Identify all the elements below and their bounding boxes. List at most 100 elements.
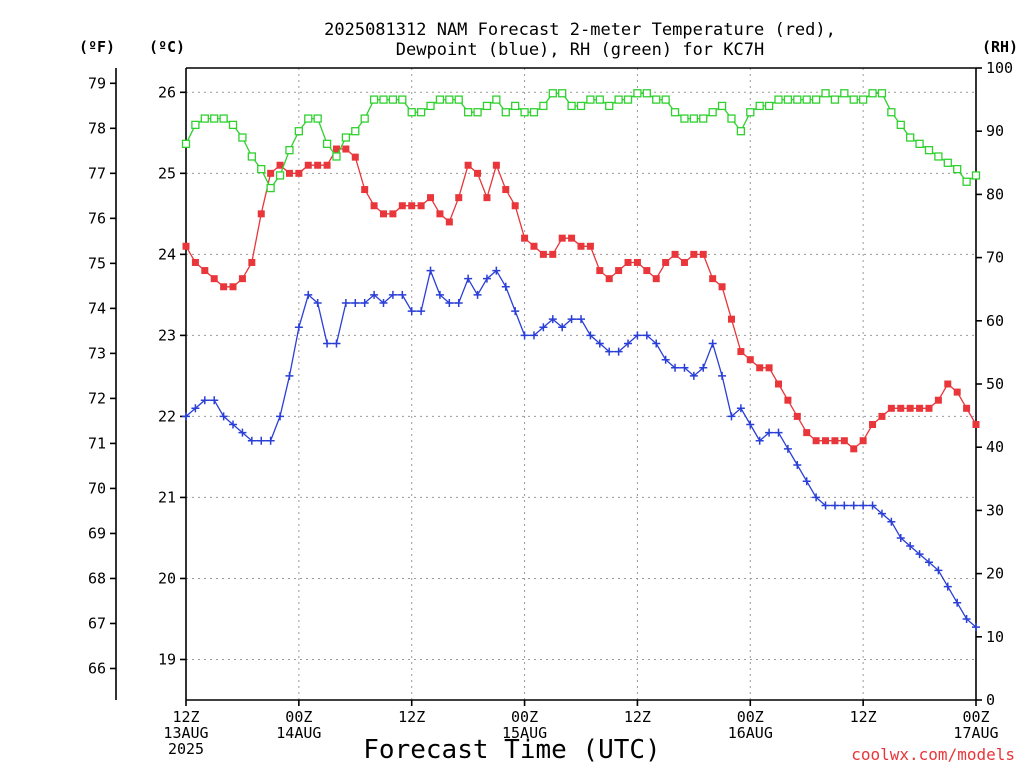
temperature-point bbox=[361, 186, 369, 194]
dewpoint-point bbox=[765, 428, 774, 437]
temperature-point bbox=[464, 161, 472, 169]
rh-point bbox=[219, 114, 228, 123]
dewpoint-point bbox=[633, 331, 642, 340]
rh-point bbox=[736, 127, 746, 136]
dewpoint-point bbox=[924, 558, 933, 567]
temperature-point bbox=[389, 210, 397, 218]
temperature-point bbox=[803, 429, 811, 437]
temperature-point bbox=[417, 202, 425, 210]
rh-point bbox=[463, 108, 473, 117]
temperature-point bbox=[709, 275, 717, 283]
rh-point bbox=[783, 95, 793, 104]
rh-point bbox=[661, 95, 670, 104]
dewpoint-point bbox=[276, 412, 285, 421]
x-tick-label: 12Z bbox=[398, 708, 425, 726]
series-temperature bbox=[182, 145, 980, 453]
dewpoint-point bbox=[398, 290, 407, 299]
temperature-point bbox=[624, 258, 632, 266]
rh-point bbox=[191, 120, 200, 130]
dewpoint-point bbox=[407, 307, 416, 316]
dewpoint-point bbox=[783, 444, 792, 453]
rh-point bbox=[623, 95, 633, 104]
rh-point bbox=[360, 114, 369, 123]
temperature-point bbox=[822, 437, 830, 445]
x-tick-label: 13AUG bbox=[163, 724, 208, 742]
dewpoint-point bbox=[595, 339, 604, 348]
temperature-point bbox=[737, 348, 745, 356]
fahrenheit-tick-label: 68 bbox=[88, 569, 106, 587]
rh-point bbox=[567, 101, 576, 111]
dewpoint-point bbox=[323, 339, 332, 348]
dewpoint-point bbox=[388, 290, 397, 299]
rh-point bbox=[915, 139, 924, 148]
rh-point bbox=[266, 183, 275, 193]
rh-point bbox=[708, 108, 717, 117]
chart-title-line-2: Dewpoint (blue), RH (green) for KC7H bbox=[396, 40, 764, 60]
rh-point bbox=[924, 146, 934, 155]
chart-title: 2025081312 NAM Forecast 2-meter Temperat… bbox=[324, 20, 836, 60]
x-tick-label: 12Z bbox=[850, 708, 877, 726]
dewpoint-point bbox=[464, 274, 473, 283]
dewpoint-point bbox=[906, 542, 915, 551]
rh-tick-label: 20 bbox=[986, 565, 1004, 583]
x-tick-label: 00Z bbox=[511, 708, 538, 726]
temperature-point bbox=[201, 267, 209, 275]
dewpoint-point bbox=[229, 420, 238, 429]
temperature-point bbox=[972, 421, 980, 429]
rh-point bbox=[680, 114, 689, 123]
dewpoint-point bbox=[304, 290, 313, 299]
temperature-point bbox=[953, 388, 961, 396]
temperature-point bbox=[521, 234, 529, 242]
rh-point bbox=[482, 101, 492, 111]
temperature-point bbox=[323, 161, 331, 169]
dewpoint-point bbox=[210, 396, 219, 405]
dewpoint-point bbox=[257, 436, 266, 445]
dewpoint-point bbox=[351, 298, 360, 307]
dewpoint-point bbox=[614, 347, 623, 356]
fahrenheit-tick-label: 71 bbox=[88, 434, 106, 452]
rh-point bbox=[379, 95, 388, 104]
rh-point bbox=[473, 108, 482, 117]
dewpoint-point bbox=[718, 371, 727, 380]
rh-point bbox=[811, 95, 821, 104]
rh-point bbox=[407, 108, 416, 117]
dewpoint-point bbox=[529, 331, 538, 340]
temperature-point bbox=[285, 169, 293, 177]
temperature-point bbox=[314, 161, 322, 169]
rh-point bbox=[332, 152, 341, 161]
dewpoint-point bbox=[859, 501, 868, 510]
rh-point bbox=[322, 139, 332, 148]
temperature-point bbox=[455, 194, 463, 202]
rh-tick-label: 30 bbox=[986, 501, 1004, 519]
temperature-point bbox=[436, 210, 444, 218]
temperature-point bbox=[474, 169, 482, 177]
dewpoint-point bbox=[962, 614, 971, 623]
dewpoint-point bbox=[417, 307, 426, 316]
temperature-point bbox=[869, 421, 877, 429]
temperature-point bbox=[398, 202, 406, 210]
rh-point bbox=[351, 127, 360, 136]
dewpoint-point bbox=[360, 298, 369, 307]
fahrenheit-tick-label: 76 bbox=[88, 209, 106, 227]
rh-point bbox=[953, 164, 962, 174]
temperature-point bbox=[229, 283, 237, 291]
dewpoint-point bbox=[238, 428, 247, 437]
rh-point bbox=[492, 95, 501, 104]
temperature-point bbox=[850, 445, 858, 453]
fahrenheit-tick-label: 75 bbox=[88, 254, 106, 272]
temperature-point bbox=[351, 153, 359, 161]
temperature-point bbox=[831, 437, 839, 445]
rh-point bbox=[285, 146, 294, 155]
dewpoint-point bbox=[943, 582, 952, 591]
temperature-point bbox=[483, 194, 491, 202]
rh-tick-label: 0 bbox=[986, 691, 995, 709]
rh-point bbox=[605, 101, 614, 111]
temperature-point bbox=[530, 242, 538, 250]
dewpoint-point bbox=[200, 396, 209, 405]
fahrenheit-tick-label: 66 bbox=[88, 659, 106, 677]
rh-point bbox=[802, 95, 811, 104]
dewpoint-point bbox=[868, 501, 877, 510]
temperature-point bbox=[633, 258, 641, 266]
dewpoint-point bbox=[501, 282, 510, 291]
series-line-temperature bbox=[185, 148, 977, 450]
